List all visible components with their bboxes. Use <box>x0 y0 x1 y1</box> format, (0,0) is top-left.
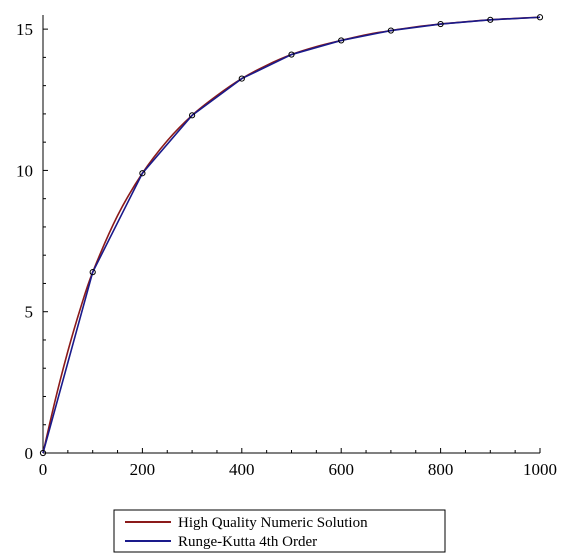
series-line-2 <box>42 16 541 454</box>
x-ticks: 0 200 400 600 800 1000 <box>39 448 557 479</box>
x-tick-label: 800 <box>428 460 454 479</box>
x-tick-label: 200 <box>130 460 156 479</box>
y-tick-label: 0 <box>25 444 34 463</box>
data-point <box>536 14 544 21</box>
y-tick-label: 15 <box>16 20 33 39</box>
data-point <box>338 37 345 44</box>
y-tick-label: 10 <box>16 161 33 180</box>
series-layer <box>39 14 544 457</box>
data-point <box>89 269 96 276</box>
y-ticks: 0 5 10 15 <box>16 20 48 463</box>
series-line-1 <box>42 16 541 454</box>
data-point <box>189 112 196 119</box>
legend-box <box>113 509 446 553</box>
x-tick-label: 400 <box>229 460 255 479</box>
data-point <box>238 75 245 82</box>
data-point <box>487 16 494 23</box>
y-tick-label: 5 <box>25 303 34 322</box>
legend-entry-label: Runge-Kutta 4th Order <box>178 534 317 550</box>
legend: High Quality Numeric Solution Runge-Kutta… <box>113 509 446 553</box>
data-point <box>387 27 394 34</box>
x-tick-label: 0 <box>39 460 48 479</box>
data-point <box>437 20 444 28</box>
legend-entry-label: High Quality Numeric Solution <box>178 515 368 531</box>
data-point <box>288 51 295 58</box>
data-point <box>39 449 47 457</box>
x-tick-label: 1000 <box>523 460 557 479</box>
axes <box>42 15 540 454</box>
x-tick-label: 600 <box>328 460 354 479</box>
data-point <box>139 170 146 177</box>
